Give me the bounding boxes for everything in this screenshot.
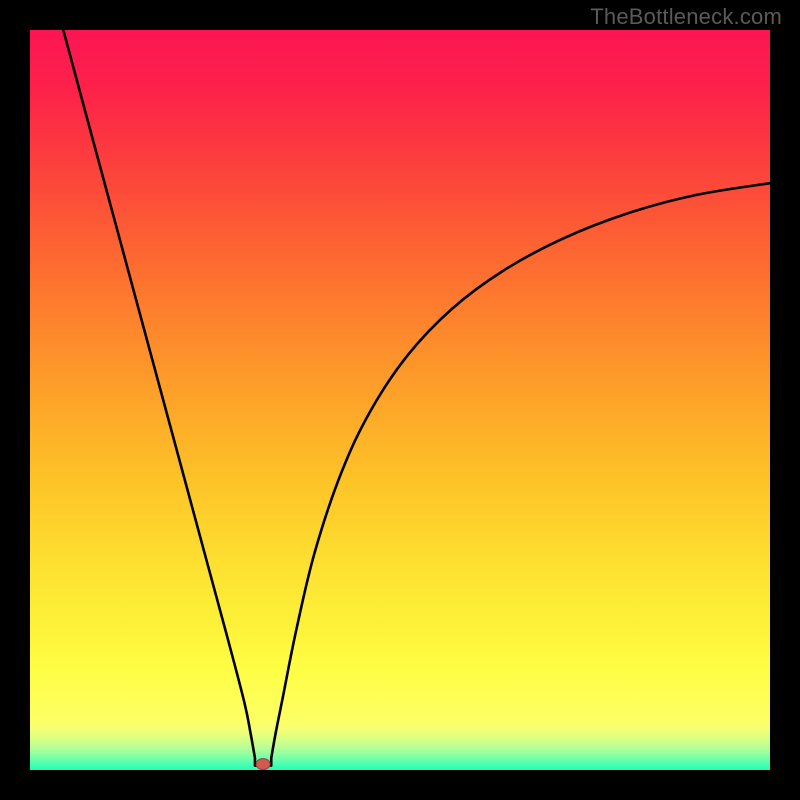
optimal-point-marker bbox=[256, 759, 270, 770]
chart-svg bbox=[30, 30, 770, 770]
bottleneck-chart bbox=[30, 30, 770, 770]
chart-background bbox=[30, 30, 770, 770]
watermark-text: TheBottleneck.com bbox=[590, 4, 782, 30]
